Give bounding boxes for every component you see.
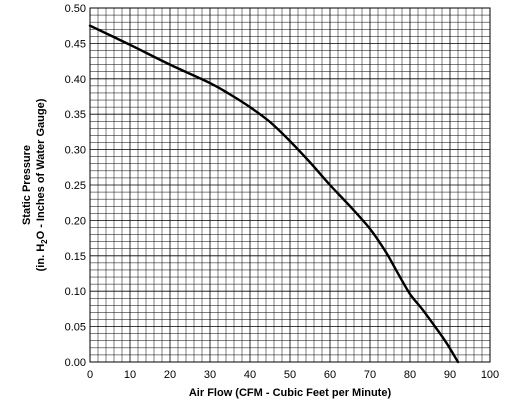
x-tick-label: 100 — [481, 369, 499, 381]
x-axis-title: Air Flow (CFM - Cubic Feet per Minute) — [189, 387, 392, 399]
x-tick-label: 80 — [404, 369, 416, 381]
y-tick-label: 0.50 — [65, 3, 86, 15]
x-tick-label: 0 — [87, 369, 93, 381]
y-axis-title-text-b: O - Inches of Water Gauge) — [35, 98, 47, 239]
y-axis-title-line1: Static Pressure — [21, 145, 33, 225]
x-tick-label: 30 — [204, 369, 216, 381]
x-tick-label: 10 — [124, 369, 136, 381]
y-tick-label: 0.25 — [65, 180, 86, 192]
y-tick-label: 0.20 — [65, 215, 86, 227]
y-tick-label: 0.15 — [65, 251, 86, 263]
x-tick-label: 50 — [284, 369, 296, 381]
y-tick-label: 0.35 — [65, 109, 86, 121]
x-tick-label: 60 — [324, 369, 336, 381]
y-tick-label: 0.00 — [65, 357, 86, 369]
x-axis-tick-labels: 0 10 20 30 40 50 60 70 80 90 100 — [87, 369, 499, 381]
y-axis-title: Static Pressure (in. H2O - Inches of Wat… — [21, 98, 49, 271]
y-tick-label: 0.10 — [65, 286, 86, 298]
x-tick-label: 20 — [164, 369, 176, 381]
x-tick-label: 90 — [444, 369, 456, 381]
y-axis-tick-labels: 0.00 0.05 0.10 0.15 0.20 0.25 0.30 0.35 0.40 0.45… — [65, 3, 86, 369]
y-tick-label: 0.40 — [65, 74, 86, 86]
x-tick-label: 40 — [244, 369, 256, 381]
y-tick-label: 0.05 — [65, 322, 86, 334]
y-tick-label: 0.45 — [65, 38, 86, 50]
chart-grid — [90, 8, 490, 362]
x-tick-label: 70 — [364, 369, 376, 381]
y-axis-title-line2: (in. H2O - Inches of Water Gauge) — [35, 98, 49, 271]
y-axis-title-text-a: (in. H — [35, 244, 47, 272]
y-tick-label: 0.30 — [65, 145, 86, 157]
